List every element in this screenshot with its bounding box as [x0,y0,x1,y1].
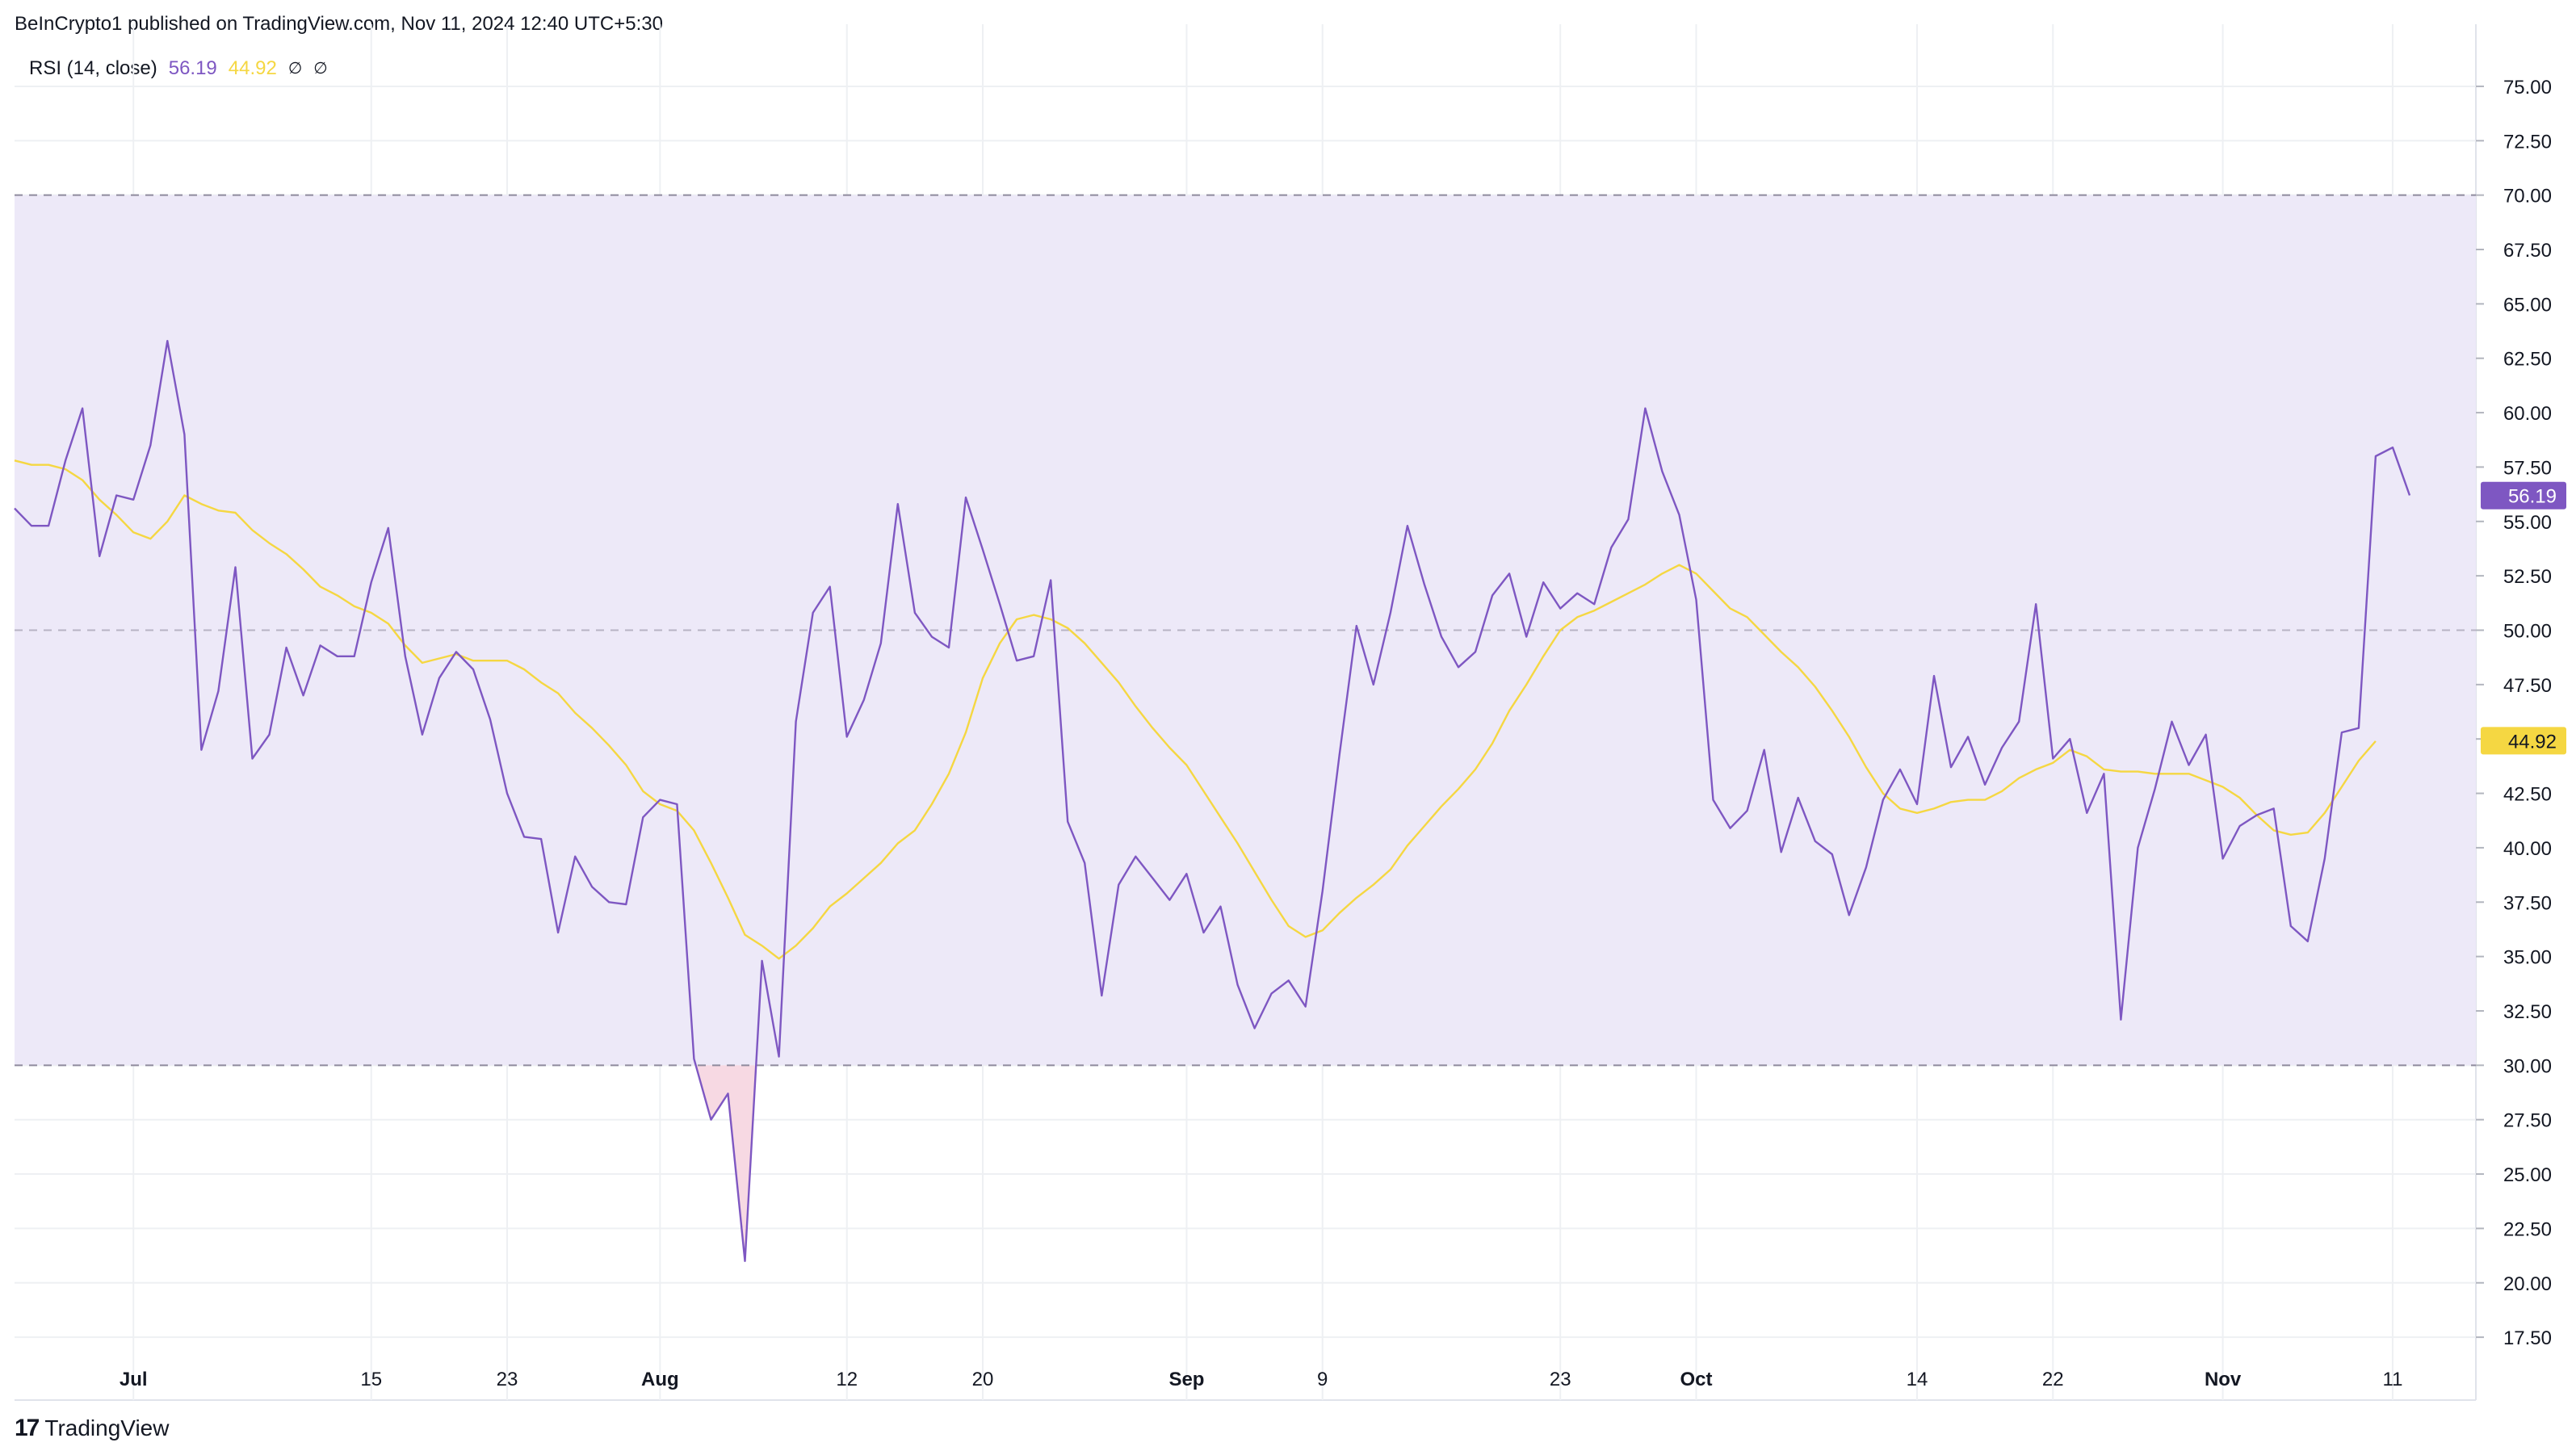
x-tick-label: Aug [641,1369,679,1390]
y-tick-label: 72.50 [2503,131,2552,153]
x-axis: Jul 15 23 Aug 12 20 Sep 9 23 Oct 14 22 Nov 11 [120,1369,2403,1390]
tradingview-logo-icon: 17 [15,1415,40,1441]
indicator-label[interactable]: RSI (14, close) [29,57,157,79]
y-tick-label: 22.50 [2503,1218,2552,1240]
y-tick-label: 47.50 [2503,675,2552,697]
oversold-fill [695,1065,757,1261]
y-tick-label: 75.00 [2503,77,2552,99]
x-tick-label: 14 [1907,1369,1928,1390]
y-tick-label: 67.50 [2503,240,2552,262]
ma-value: 44.92 [228,57,277,79]
ma-price-badge-bg [2481,727,2566,755]
price-badges: 56.19 44.92 [2481,481,2566,755]
tradingview-brand[interactable]: 17 TradingView [15,1415,169,1442]
indicator-legend[interactable]: RSI (14, close) 56.19 44.92 ∅ ∅ [29,55,328,82]
x-tick-label: 11 [2383,1369,2403,1390]
y-tick-label: 20.00 [2503,1273,2552,1295]
rsi-price-badge-bg [2481,481,2566,509]
rsi-ma-line [14,459,2377,960]
x-tick-label: Nov [2205,1369,2242,1390]
na-value-2: ∅ [313,60,328,78]
y-tick-label: 42.50 [2503,784,2552,806]
y-tick-label: 70.00 [2503,186,2552,208]
y-tick-label: 40.00 [2503,838,2552,860]
rsi-value: 56.19 [168,57,217,79]
y-tick-label: 62.50 [2503,349,2552,371]
y-tick-label: 52.50 [2503,566,2552,588]
y-tick-label: 17.50 [2503,1327,2552,1349]
y-tick-label: 35.00 [2503,947,2552,969]
x-tick-label: Oct [1680,1369,1713,1390]
na-value-1: ∅ [287,60,303,78]
y-axis: 75.00 72.50 70.00 67.50 65.00 62.50 60.00 57.50… [2476,77,2552,1349]
rsi-line [14,340,2411,1262]
y-tick-label: 30.00 [2503,1055,2552,1077]
x-tick-label: 9 [1317,1369,1328,1390]
x-tick-label: 23 [497,1369,518,1390]
y-tick-label: 65.00 [2503,294,2552,316]
rsi-price-badge: 56.19 [2481,481,2566,509]
x-tick-label: 22 [2042,1369,2064,1390]
y-tick-label: 32.50 [2503,1001,2552,1023]
x-tick-label: Sep [1168,1369,1204,1390]
y-tick-label: 37.50 [2503,892,2552,914]
brand-name: TradingView [44,1415,170,1440]
rsi-price-badge-label: 56.19 [2508,486,2557,508]
ma-price-badge: 44.92 [2481,727,2566,755]
ma-price-badge-label: 44.92 [2508,731,2557,753]
y-tick-label: 57.50 [2503,457,2552,479]
y-tick-label: 27.50 [2503,1110,2552,1132]
publish-info: BeInCrypto1 published on TradingView.com… [15,13,663,35]
x-tick-label: Jul [120,1369,148,1390]
x-tick-label: 23 [1550,1369,1571,1390]
y-tick-label: 50.00 [2503,620,2552,642]
rsi-level-lines [15,194,2476,1067]
rsi-band [15,195,2476,1261]
y-tick-label: 55.00 [2503,512,2552,534]
x-tick-label: 15 [360,1369,382,1390]
y-tick-label: 25.00 [2503,1164,2552,1186]
y-tick-label: 60.00 [2503,403,2552,425]
x-tick-label: 20 [972,1369,994,1390]
x-tick-label: 12 [836,1369,858,1390]
series-lines [14,340,2411,1262]
